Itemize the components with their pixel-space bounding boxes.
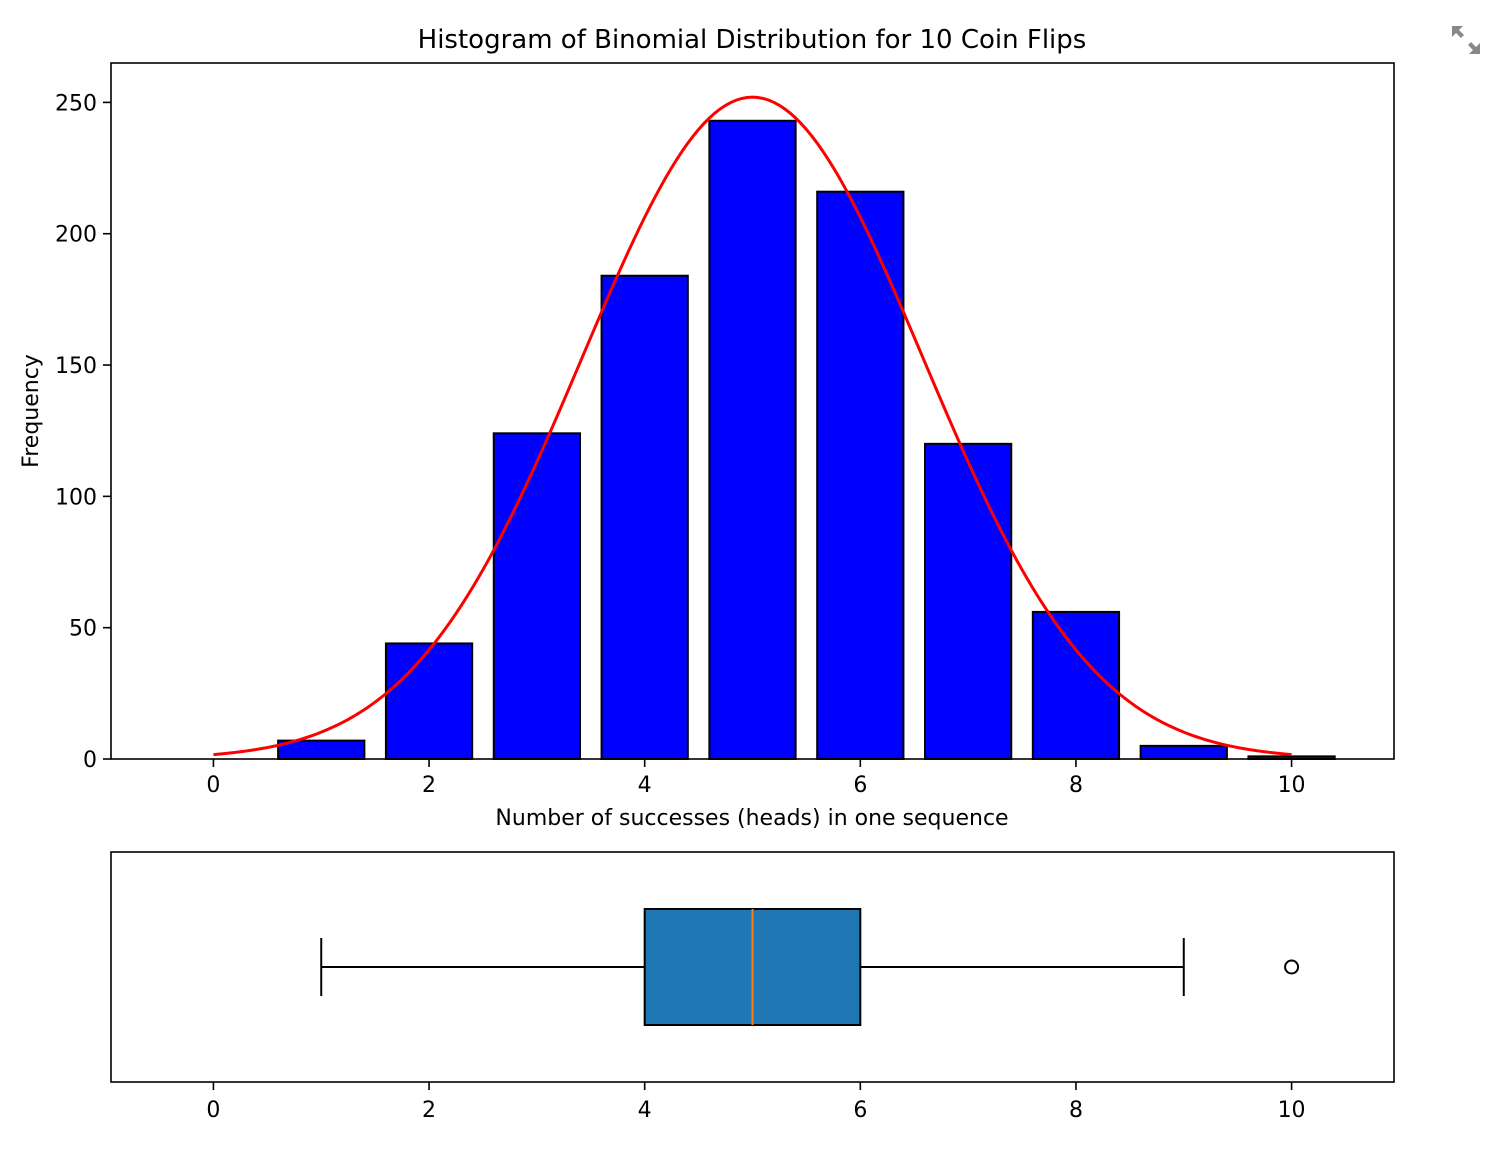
histogram-bar [492, 432, 581, 760]
x-tick-label: 2 [422, 773, 436, 798]
histogram-bar [384, 642, 474, 761]
y-tick-label: 250 [55, 91, 97, 116]
chart-title: Histogram of Binomial Distribution for 1… [418, 25, 1087, 55]
boxplot-marks [320, 908, 1300, 1026]
histogram-y-axis: 0 50 100 150 200 250 [55, 91, 111, 773]
y-tick-label: 0 [83, 748, 97, 773]
x-tick-label: 4 [638, 773, 652, 798]
boxplot-chart: 0 2 4 6 8 10 [110, 851, 1395, 1123]
x-tick-label: 6 [853, 1098, 867, 1123]
x-tick-label: 0 [206, 1098, 220, 1123]
histogram-bar [924, 442, 1013, 760]
histogram-bar [1139, 744, 1228, 760]
x-tick-label: 8 [1069, 773, 1083, 798]
boxplot-axes-frame [110, 851, 1395, 1083]
y-axis-label: Frequency [19, 354, 44, 468]
histogram-x-axis: 0 2 4 6 8 10 [206, 759, 1306, 798]
histogram-axes-frame [110, 62, 1395, 760]
y-tick-label: 200 [55, 223, 97, 248]
boxplot-x-axis: 0 2 4 6 8 10 [206, 1082, 1306, 1123]
outlier-point [1284, 959, 1300, 975]
histogram-bar [1031, 610, 1121, 761]
histogram-chart: Histogram of Binomial Distribution for 1… [19, 25, 1395, 831]
histogram-bar [708, 119, 797, 761]
normal-fit-curve [213, 95, 1292, 757]
histogram-bar [816, 190, 905, 760]
x-tick-label: 4 [638, 1098, 652, 1123]
x-tick-label: 0 [206, 773, 220, 798]
y-tick-label: 150 [55, 354, 97, 379]
x-tick-label: 8 [1069, 1098, 1083, 1123]
y-tick-label: 50 [69, 617, 97, 642]
histogram-bars [277, 119, 1336, 761]
x-tick-label: 10 [1278, 1098, 1306, 1123]
x-tick-label: 2 [422, 1098, 436, 1123]
x-tick-label: 6 [853, 773, 867, 798]
x-tick-label: 10 [1278, 773, 1306, 798]
expand-icon[interactable] [1450, 24, 1482, 56]
y-tick-label: 100 [55, 485, 97, 510]
histogram-bar [600, 274, 689, 760]
x-axis-label: Number of successes (heads) in one seque… [495, 806, 1008, 831]
